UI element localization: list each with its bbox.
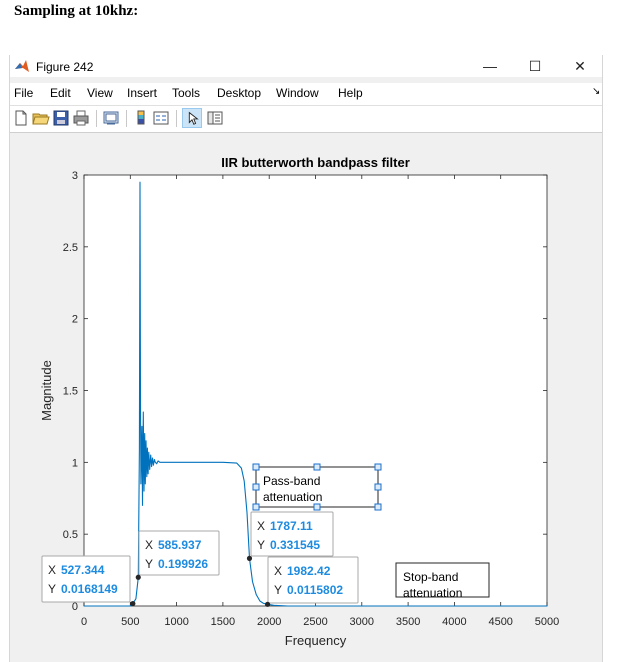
- datatip-x-value: 585.937: [158, 538, 202, 552]
- figure-toolbar: [10, 105, 602, 133]
- y-tick-label: 2.5: [63, 242, 78, 254]
- datatip-y-value: 0.199926: [158, 557, 208, 571]
- annotation-text: attenuation: [263, 490, 322, 504]
- selection-handle[interactable]: [252, 483, 260, 491]
- datatip-marker[interactable]: [130, 600, 136, 607]
- annotation-box[interactable]: [395, 562, 490, 598]
- datatip-y-label: Y: [274, 583, 282, 597]
- selection-handle[interactable]: [313, 503, 321, 511]
- toolbar-separator: [176, 110, 177, 127]
- selection-handle[interactable]: [313, 463, 321, 471]
- datatip-x-value: 527.344: [61, 563, 105, 577]
- print-icon[interactable]: [72, 109, 90, 127]
- series-line: [84, 181, 547, 607]
- datatip-y-value: 0.0168149: [61, 582, 118, 596]
- x-tick-label: 3000: [350, 616, 374, 628]
- new-figure-icon[interactable]: [12, 109, 30, 127]
- selection-handle[interactable]: [374, 463, 382, 471]
- menu-edit[interactable]: Edit: [50, 86, 71, 100]
- y-axis-label: Magnitude: [39, 360, 54, 421]
- annotation-text: Pass-band: [263, 474, 320, 488]
- menu-tools[interactable]: Tools: [172, 86, 201, 100]
- maximize-button[interactable]: ☐: [528, 58, 542, 74]
- datatip-y-label: Y: [257, 538, 265, 552]
- y-tick-label: 1.5: [63, 386, 78, 398]
- menu-window[interactable]: Window: [276, 86, 319, 100]
- x-tick-label: 3500: [396, 616, 420, 628]
- menu-view[interactable]: View: [87, 86, 113, 100]
- toolbar-separator: [126, 110, 127, 127]
- datatip-x-label: X: [145, 538, 153, 552]
- window-title: Figure 242: [36, 60, 94, 74]
- edit-plot-arrow-icon[interactable]: [182, 108, 202, 128]
- datatip-marker[interactable]: [264, 601, 271, 607]
- toolbar-separator: [96, 110, 97, 127]
- datatip-box[interactable]: [250, 511, 334, 557]
- datatip[interactable]: X 1787.11 Y 0.331545: [246, 511, 334, 561]
- save-icon[interactable]: [52, 109, 70, 127]
- datatip-y-value: 0.331545: [270, 538, 320, 552]
- chart-title: IIR butterworth bandpass filter: [221, 155, 410, 170]
- colorbar-icon[interactable]: [132, 109, 150, 127]
- matlab-logo-icon: [15, 60, 29, 72]
- datatip-box[interactable]: [41, 555, 131, 603]
- datatip-y-label: Y: [48, 582, 56, 596]
- datatip-y-label: Y: [145, 557, 153, 571]
- x-tick-label: 5000: [535, 616, 559, 628]
- annotation-textbox[interactable]: Stop-band attenuation: [395, 562, 490, 600]
- window-titlebar[interactable]: Figure 242 — ☐ ✕: [10, 55, 602, 77]
- y-tick-label: 0: [72, 601, 78, 613]
- x-axis-label: Frequency: [285, 633, 347, 648]
- selection-handle[interactable]: [374, 483, 382, 491]
- datatip-box[interactable]: [267, 556, 359, 604]
- annotation-textbox[interactable]: Pass-band attenuation: [252, 463, 382, 511]
- x-tick-label: 2500: [303, 616, 327, 628]
- selection-handle[interactable]: [374, 503, 382, 511]
- datatip[interactable]: X 1982.42 Y 0.0115802: [264, 556, 359, 607]
- datatip-marker[interactable]: [135, 574, 141, 580]
- datatip-y-value: 0.0115802: [287, 583, 343, 597]
- close-button[interactable]: ✕: [574, 58, 586, 74]
- menu-bar: File Edit View Insert Tools Desktop Wind…: [10, 83, 602, 105]
- x-tick-label: 1000: [164, 616, 188, 628]
- property-inspector-icon[interactable]: [206, 109, 224, 127]
- menu-file[interactable]: File: [14, 86, 34, 100]
- x-tick-label: 2000: [257, 616, 281, 628]
- selection-handle[interactable]: [252, 463, 260, 471]
- datatip[interactable]: X 527.344 Y 0.0168149: [41, 555, 136, 607]
- x-tick-label: 500: [121, 616, 139, 628]
- selection-handle[interactable]: [252, 503, 260, 511]
- datatip-x-value: 1787.11: [270, 519, 313, 533]
- x-tick-label: 4500: [488, 616, 512, 628]
- y-tick-label: 0.5: [63, 529, 78, 541]
- x-tick-label: 0: [81, 616, 87, 628]
- datatip-x-label: X: [274, 564, 282, 578]
- annotation-text: attenuation: [403, 586, 462, 600]
- datatip-box[interactable]: [138, 530, 220, 576]
- x-tick-label: 4000: [442, 616, 466, 628]
- datatip-x-label: X: [257, 519, 265, 533]
- annotation-text: Stop-band: [403, 570, 458, 584]
- y-tick-label: 2: [72, 314, 78, 326]
- document-heading: Sampling at 10khz:: [14, 3, 139, 19]
- menu-help[interactable]: Help: [338, 86, 363, 100]
- menu-insert[interactable]: Insert: [127, 86, 158, 100]
- x-tick-label: 1500: [211, 616, 235, 628]
- datatip[interactable]: X 585.937 Y 0.199926: [135, 530, 220, 580]
- datatip-marker[interactable]: [246, 555, 253, 561]
- y-tick-label: 1: [72, 457, 78, 469]
- y-tick-label: 3: [72, 170, 78, 182]
- datatip-x-value: 1982.42: [287, 564, 331, 578]
- minimize-button[interactable]: —: [483, 58, 497, 74]
- link-plot-icon[interactable]: [102, 109, 120, 127]
- menu-desktop[interactable]: Desktop: [217, 86, 262, 100]
- legend-icon[interactable]: [152, 109, 170, 127]
- datatip-x-label: X: [48, 563, 56, 577]
- open-folder-icon[interactable]: [32, 109, 50, 127]
- menubar-overflow-arrow-icon[interactable]: ↘: [592, 86, 601, 97]
